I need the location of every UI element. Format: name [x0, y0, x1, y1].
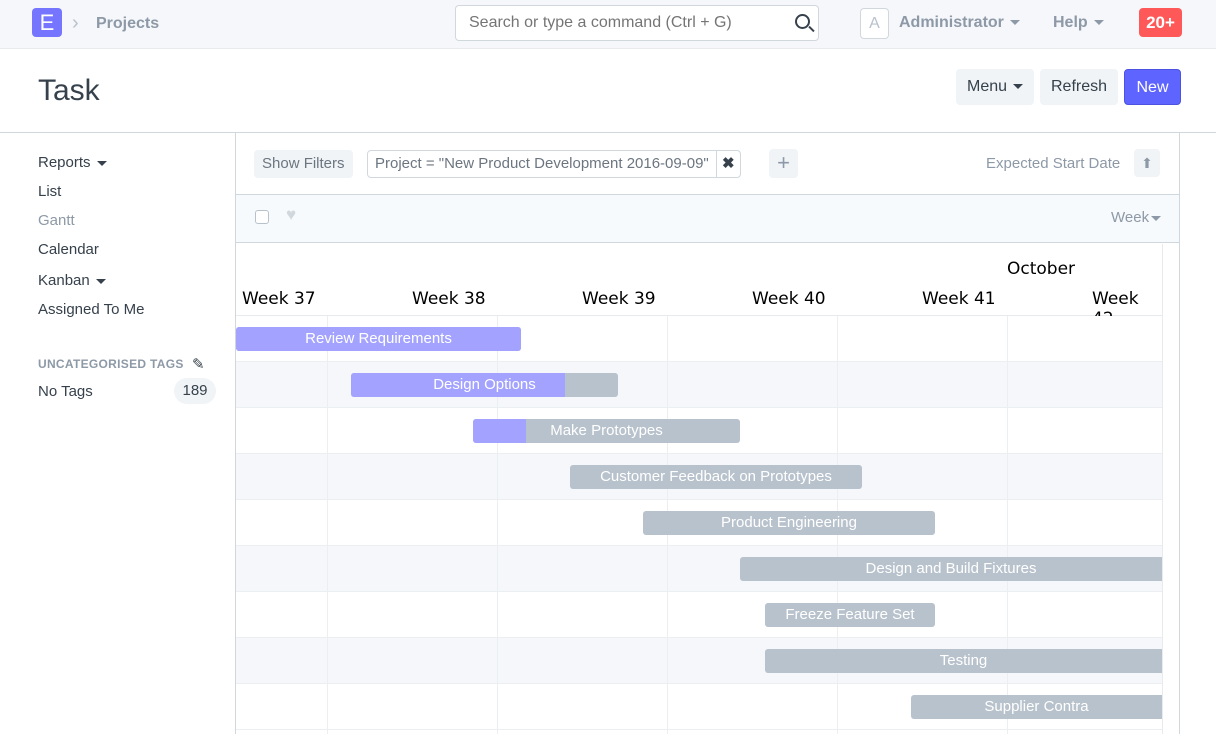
list-header: ♥ Week [236, 195, 1179, 243]
caret-down-icon [1009, 20, 1020, 26]
refresh-button[interactable]: Refresh [1040, 69, 1118, 105]
sort-order-icon[interactable]: ⬆ [1134, 149, 1160, 177]
sidebar-item-reports[interactable]: Reports [38, 154, 107, 171]
bar-label: Customer Feedback on Prototypes [600, 468, 832, 485]
filter-bar: Show Filters Project = "New Product Deve… [236, 133, 1179, 195]
heart-icon[interactable]: ♥ [286, 205, 297, 224]
gantt-bar[interactable]: Design and Build Fixtures [740, 557, 1162, 581]
sort-field[interactable]: Expected Start Date [986, 155, 1121, 172]
bar-label: Supplier Contra [984, 698, 1089, 715]
view-mode-label: Week [1111, 209, 1150, 226]
new-button[interactable]: New [1124, 69, 1181, 105]
sidebar-item-label: Reports [38, 154, 91, 171]
gantt-bar[interactable]: Design Options [351, 373, 618, 397]
sidebar-item-gantt[interactable]: Gantt [38, 212, 75, 229]
gantt-bar[interactable]: Review Requirements [236, 327, 521, 351]
add-filter-button[interactable]: + [769, 149, 798, 178]
caret-down-icon [1093, 20, 1104, 26]
chevron-right-icon: › [72, 12, 79, 34]
notifications-badge[interactable]: 20+ [1139, 8, 1182, 37]
help-menu[interactable]: Help [1053, 14, 1104, 32]
navbar: E › Projects A Administrator Help 20+ [0, 0, 1216, 49]
divider [0, 132, 1216, 133]
bar-label: Design Options [433, 376, 536, 393]
pencil-icon[interactable]: ✎ [192, 356, 205, 373]
bar-label: Testing [939, 652, 988, 669]
week-label: Week 39 [582, 289, 656, 309]
user-name: Administrator [899, 14, 1004, 31]
bar-label: Product Engineering [721, 514, 857, 531]
caret-down-icon [96, 160, 107, 166]
view-mode-select[interactable]: Week [1111, 209, 1162, 226]
gantt-bar[interactable]: Make Prototypes [473, 419, 740, 443]
menu-label: Menu [966, 78, 1008, 95]
filter-tag[interactable]: Project = "New Product Development 2016-… [367, 150, 741, 178]
avatar[interactable]: A [860, 8, 889, 39]
tags-heading: UNCATEGORISED TAGS [38, 357, 184, 371]
bar-label: Design and Build Fixtures [865, 560, 1037, 577]
sidebar-item-label: Kanban [38, 272, 90, 289]
help-label: Help [1053, 14, 1088, 31]
gantt-bar[interactable]: Product Engineering [643, 511, 935, 535]
close-icon[interactable]: ✖ [715, 151, 740, 177]
filter-text: Project = "New Product Development 2016-… [375, 155, 709, 172]
grid-line [1007, 316, 1008, 734]
bar-label: Freeze Feature Set [785, 606, 915, 623]
user-menu[interactable]: Administrator [899, 14, 1020, 32]
week-label: Week 41 [922, 289, 996, 309]
grid-line [327, 316, 328, 734]
gantt-bar[interactable]: Supplier Contra [911, 695, 1162, 719]
week-label: Week 38 [412, 289, 486, 309]
bar-progress [473, 419, 527, 443]
menu-button[interactable]: Menu [956, 69, 1034, 105]
month-label: October [1007, 259, 1076, 279]
caret-down-icon [95, 278, 106, 284]
show-filters-button[interactable]: Show Filters [254, 150, 353, 178]
breadcrumb-projects[interactable]: Projects [96, 15, 160, 32]
search-icon[interactable] [795, 14, 810, 29]
sidebar-item-list[interactable]: List [38, 183, 62, 200]
caret-down-icon [1151, 215, 1162, 221]
sidebar-item-assigned-to-me[interactable]: Assigned To Me [38, 301, 145, 318]
search-input[interactable] [455, 5, 819, 41]
sidebar-item-calendar[interactable]: Calendar [38, 241, 99, 258]
caret-down-icon [1013, 84, 1024, 90]
bar-progress [236, 327, 521, 351]
bar-label: Review Requirements [305, 330, 452, 347]
tag-count: 189 [174, 378, 216, 404]
bar-label: Make Prototypes [550, 422, 663, 439]
gantt-chart: October Week 37 Week 38 Week 39 Week 40 Week… [236, 244, 1162, 734]
gantt-bar[interactable]: Customer Feedback on Prototypes [570, 465, 862, 489]
week-label: Week 37 [242, 289, 316, 309]
tag-no-tags[interactable]: No Tags [38, 383, 93, 400]
grid-line [497, 316, 498, 734]
gantt-bar[interactable]: Testing [765, 649, 1162, 673]
select-all-checkbox[interactable] [255, 210, 269, 224]
gantt-panel: Show Filters Project = "New Product Deve… [235, 133, 1180, 734]
sidebar-item-kanban[interactable]: Kanban [38, 272, 106, 289]
vertical-scrollbar[interactable] [1162, 244, 1179, 734]
app-logo[interactable]: E [32, 8, 62, 37]
week-label: Week 40 [752, 289, 826, 309]
gantt-row [236, 592, 1162, 638]
gantt-bar[interactable]: Freeze Feature Set [765, 603, 935, 627]
bar-progress [351, 373, 565, 397]
page-title: Task [38, 74, 100, 107]
